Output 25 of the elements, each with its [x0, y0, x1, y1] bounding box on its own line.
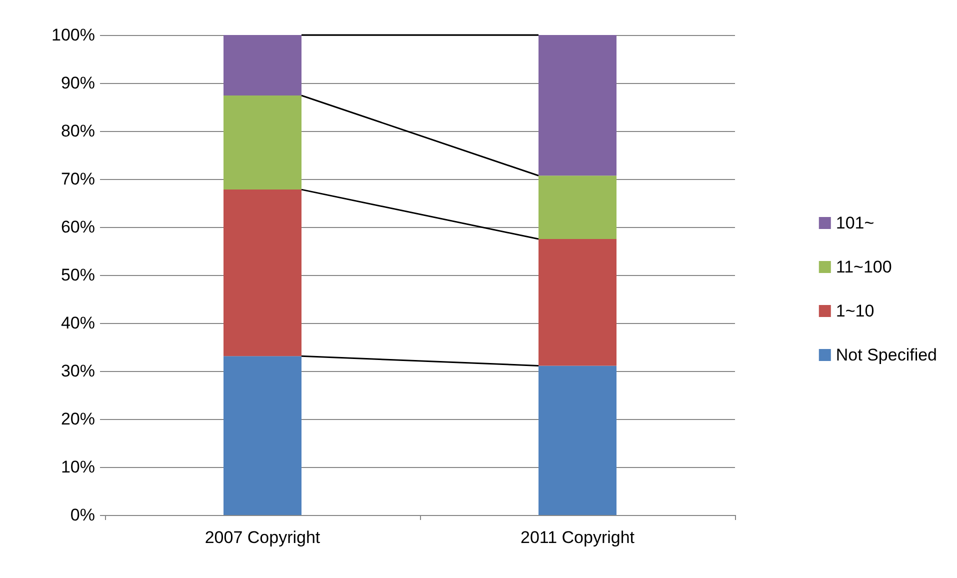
y-tick-label: 70% — [60, 170, 95, 188]
bar — [538, 176, 616, 239]
bar — [224, 190, 302, 356]
y-tick-label: 90% — [60, 74, 95, 92]
bar — [538, 239, 616, 366]
y-tick-label: 60% — [60, 218, 95, 236]
y-tick-label: 40% — [60, 314, 95, 332]
y-tick-label: 20% — [60, 410, 95, 428]
y-tick-label: 30% — [60, 362, 95, 380]
bar — [538, 366, 616, 515]
y-tick-label: 100% — [52, 26, 95, 44]
y-tick-label: 80% — [60, 122, 95, 140]
y-tick-label: 50% — [60, 266, 95, 284]
x-tick-label: 2007 Copyright — [204, 528, 320, 547]
y-tick-label: 0% — [70, 506, 95, 524]
legend-label: 101~ — [836, 214, 874, 232]
bar — [224, 35, 302, 96]
legend-label: 11~100 — [836, 258, 892, 276]
bar — [224, 95, 302, 190]
legend-label: 1~10 — [836, 302, 874, 320]
x-tick-label: 2011 Copyright — [520, 528, 635, 547]
bar — [538, 35, 616, 176]
y-tick-label: 10% — [60, 458, 95, 476]
bar — [224, 356, 302, 515]
legend-label: Not Specified — [836, 346, 938, 364]
